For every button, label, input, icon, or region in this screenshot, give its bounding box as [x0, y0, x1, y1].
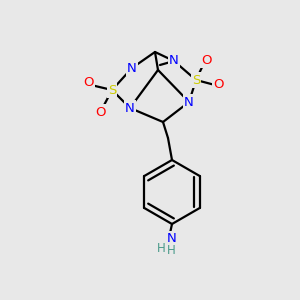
Text: N: N: [184, 95, 194, 109]
Text: S: S: [192, 74, 200, 86]
Text: O: O: [201, 53, 211, 67]
Text: N: N: [169, 55, 179, 68]
Text: N: N: [127, 61, 137, 74]
Text: H: H: [167, 244, 176, 256]
Text: N: N: [167, 232, 177, 245]
Text: O: O: [84, 76, 94, 89]
Text: H: H: [157, 242, 165, 254]
Text: S: S: [108, 83, 116, 97]
Text: O: O: [96, 106, 106, 118]
Text: O: O: [213, 79, 223, 92]
Text: N: N: [125, 101, 135, 115]
